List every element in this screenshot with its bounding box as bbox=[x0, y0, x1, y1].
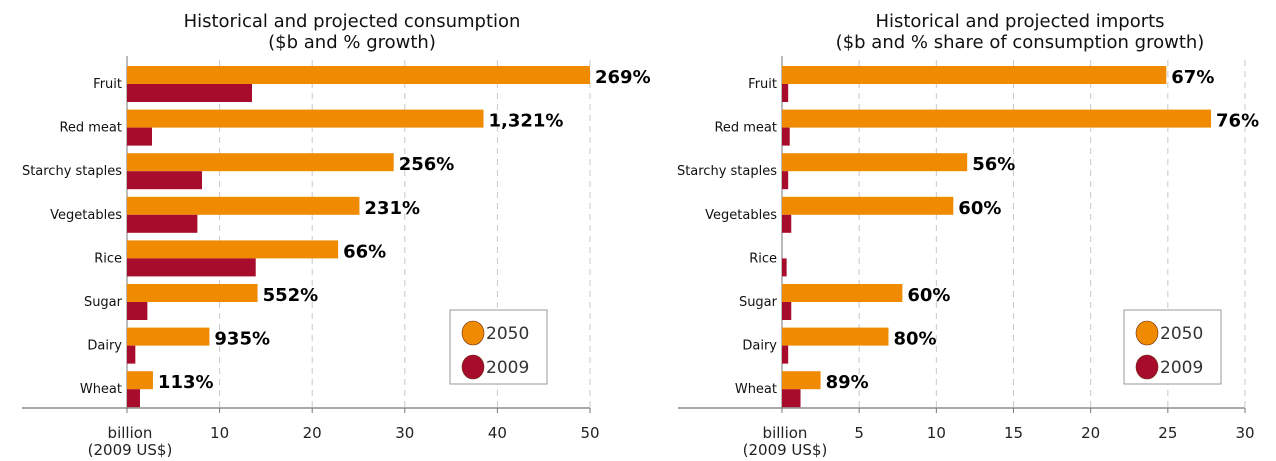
category-label: Fruit bbox=[93, 77, 122, 92]
legend-label: 2050 bbox=[1160, 324, 1203, 344]
bar-2050 bbox=[782, 153, 968, 172]
x-tick-label: 15 bbox=[1004, 424, 1023, 442]
category-label: Rice bbox=[749, 251, 777, 266]
data-label: 60% bbox=[907, 285, 950, 306]
data-label: 76% bbox=[1216, 111, 1259, 132]
x-tick-label: 50 bbox=[580, 424, 599, 442]
category-label: Sugar bbox=[84, 295, 123, 310]
data-label: 66% bbox=[343, 241, 386, 262]
bar-2050 bbox=[782, 284, 903, 302]
bar-2009 bbox=[127, 302, 148, 320]
legend-marker-2009 bbox=[1135, 354, 1159, 380]
x-tick-label: 40 bbox=[488, 424, 507, 442]
bar-2009 bbox=[782, 171, 789, 190]
x-tick-label: 5 bbox=[854, 424, 864, 442]
legend-marker-2009 bbox=[461, 354, 485, 380]
data-label: 56% bbox=[972, 154, 1015, 175]
chart-panel-2: Historical and projected imports($b and … bbox=[677, 11, 1259, 459]
chart-title: Historical and projected imports bbox=[875, 11, 1164, 32]
bar-2009 bbox=[127, 345, 136, 364]
legend-label: 2050 bbox=[486, 324, 529, 344]
bar-2050 bbox=[127, 327, 210, 346]
legend-label: 2009 bbox=[1160, 358, 1203, 378]
category-label: Starchy staples bbox=[677, 164, 777, 179]
bar-2009 bbox=[782, 214, 792, 233]
bar-2050 bbox=[782, 66, 1167, 84]
bar-2009 bbox=[127, 171, 203, 190]
legend-label: 2009 bbox=[486, 358, 529, 378]
chart-panel-1: Historical and projected consumption($b … bbox=[22, 11, 651, 459]
bar-2009 bbox=[782, 258, 787, 277]
legend: 2050 2009 bbox=[449, 309, 548, 385]
bar-2009 bbox=[782, 389, 801, 408]
x-tick-label: 30 bbox=[1235, 424, 1254, 442]
legend: 2050 2009 bbox=[1123, 309, 1222, 385]
category-label: Wheat bbox=[735, 382, 777, 397]
legend-marker-2050 bbox=[1135, 320, 1159, 346]
data-label: 269% bbox=[595, 67, 651, 88]
bar-2050 bbox=[127, 284, 258, 302]
legend-marker-2050 bbox=[461, 320, 485, 346]
bar-2009 bbox=[127, 127, 153, 146]
bar-2050 bbox=[127, 66, 590, 84]
category-label: Sugar bbox=[739, 295, 778, 310]
category-label: Vegetables bbox=[705, 208, 777, 223]
bar-2009 bbox=[782, 302, 792, 320]
x-tick-label: 30 bbox=[395, 424, 414, 442]
data-label: 80% bbox=[893, 329, 936, 350]
x-axis-unit-note: (2009 US$) bbox=[743, 441, 828, 459]
data-label: 256% bbox=[399, 154, 455, 175]
bar-2050 bbox=[127, 109, 484, 128]
bar-2009 bbox=[782, 127, 790, 146]
bar-2009 bbox=[127, 84, 253, 102]
x-tick-label: 25 bbox=[1158, 424, 1177, 442]
data-label: 67% bbox=[1171, 67, 1214, 88]
bar-2050 bbox=[127, 196, 360, 215]
x-tick-label: 10 bbox=[210, 424, 229, 442]
data-label: 113% bbox=[158, 372, 214, 393]
category-label: Vegetables bbox=[50, 208, 122, 223]
bar-2050 bbox=[782, 109, 1212, 128]
data-label: 60% bbox=[958, 198, 1001, 219]
bar-2050 bbox=[782, 327, 889, 346]
data-label: 552% bbox=[263, 285, 319, 306]
x-tick-label: 20 bbox=[303, 424, 322, 442]
bar-2050 bbox=[127, 371, 153, 390]
x-tick-label: 20 bbox=[1081, 424, 1100, 442]
x-axis-unit-note: (2009 US$) bbox=[88, 441, 173, 459]
category-label: Fruit bbox=[748, 77, 777, 92]
bar-2009 bbox=[127, 258, 256, 277]
category-label: Starchy staples bbox=[22, 164, 122, 179]
category-label: Wheat bbox=[80, 382, 122, 397]
bar-2050 bbox=[127, 240, 339, 259]
x-tick-label: 10 bbox=[927, 424, 946, 442]
category-label: Rice bbox=[94, 251, 122, 266]
category-label: Dairy bbox=[742, 339, 777, 354]
bar-2050 bbox=[127, 153, 394, 172]
x-axis-unit: billion bbox=[763, 424, 808, 442]
bar-2050 bbox=[782, 196, 954, 215]
bar-2009 bbox=[782, 345, 789, 364]
category-label: Red meat bbox=[714, 121, 777, 136]
x-axis-unit: billion bbox=[108, 424, 153, 442]
data-label: 935% bbox=[214, 329, 270, 350]
chart-title: Historical and projected consumption bbox=[184, 11, 521, 32]
data-label: 231% bbox=[364, 198, 420, 219]
bar-2009 bbox=[127, 214, 198, 233]
chart-subtitle: ($b and % share of consumption growth) bbox=[836, 32, 1205, 53]
chart-subtitle: ($b and % growth) bbox=[268, 32, 436, 53]
category-label: Dairy bbox=[87, 339, 122, 354]
category-label: Red meat bbox=[59, 121, 122, 136]
data-label: 1,321% bbox=[489, 111, 564, 132]
data-label: 89% bbox=[826, 372, 869, 393]
bar-2050 bbox=[782, 371, 821, 390]
bar-2009 bbox=[782, 84, 789, 102]
bar-2009 bbox=[127, 389, 140, 408]
